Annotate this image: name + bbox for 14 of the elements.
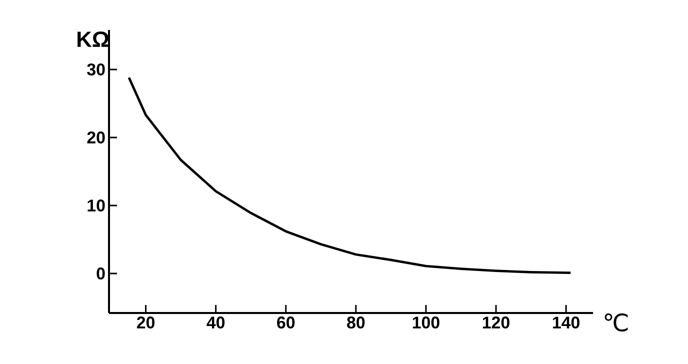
- x-tick-label: 20: [136, 316, 154, 329]
- x-tick-label: 100: [412, 316, 440, 329]
- x-tick-label: 120: [482, 316, 510, 329]
- y-tick-label: 0: [96, 268, 105, 280]
- x-tick-label: 140: [552, 316, 580, 329]
- x-axis-title: ℃: [604, 313, 628, 332]
- x-tick-label: 40: [206, 316, 225, 329]
- line-series: [128, 76, 572, 274]
- y-axis-title: KΩ: [78, 32, 109, 47]
- x-tick-label: 80: [347, 316, 365, 329]
- y-tick-label: 20: [87, 131, 105, 144]
- y-tick-label: 10: [88, 200, 105, 212]
- y-tick-label: 30: [87, 63, 105, 76]
- x-tick-label: 60: [277, 316, 295, 329]
